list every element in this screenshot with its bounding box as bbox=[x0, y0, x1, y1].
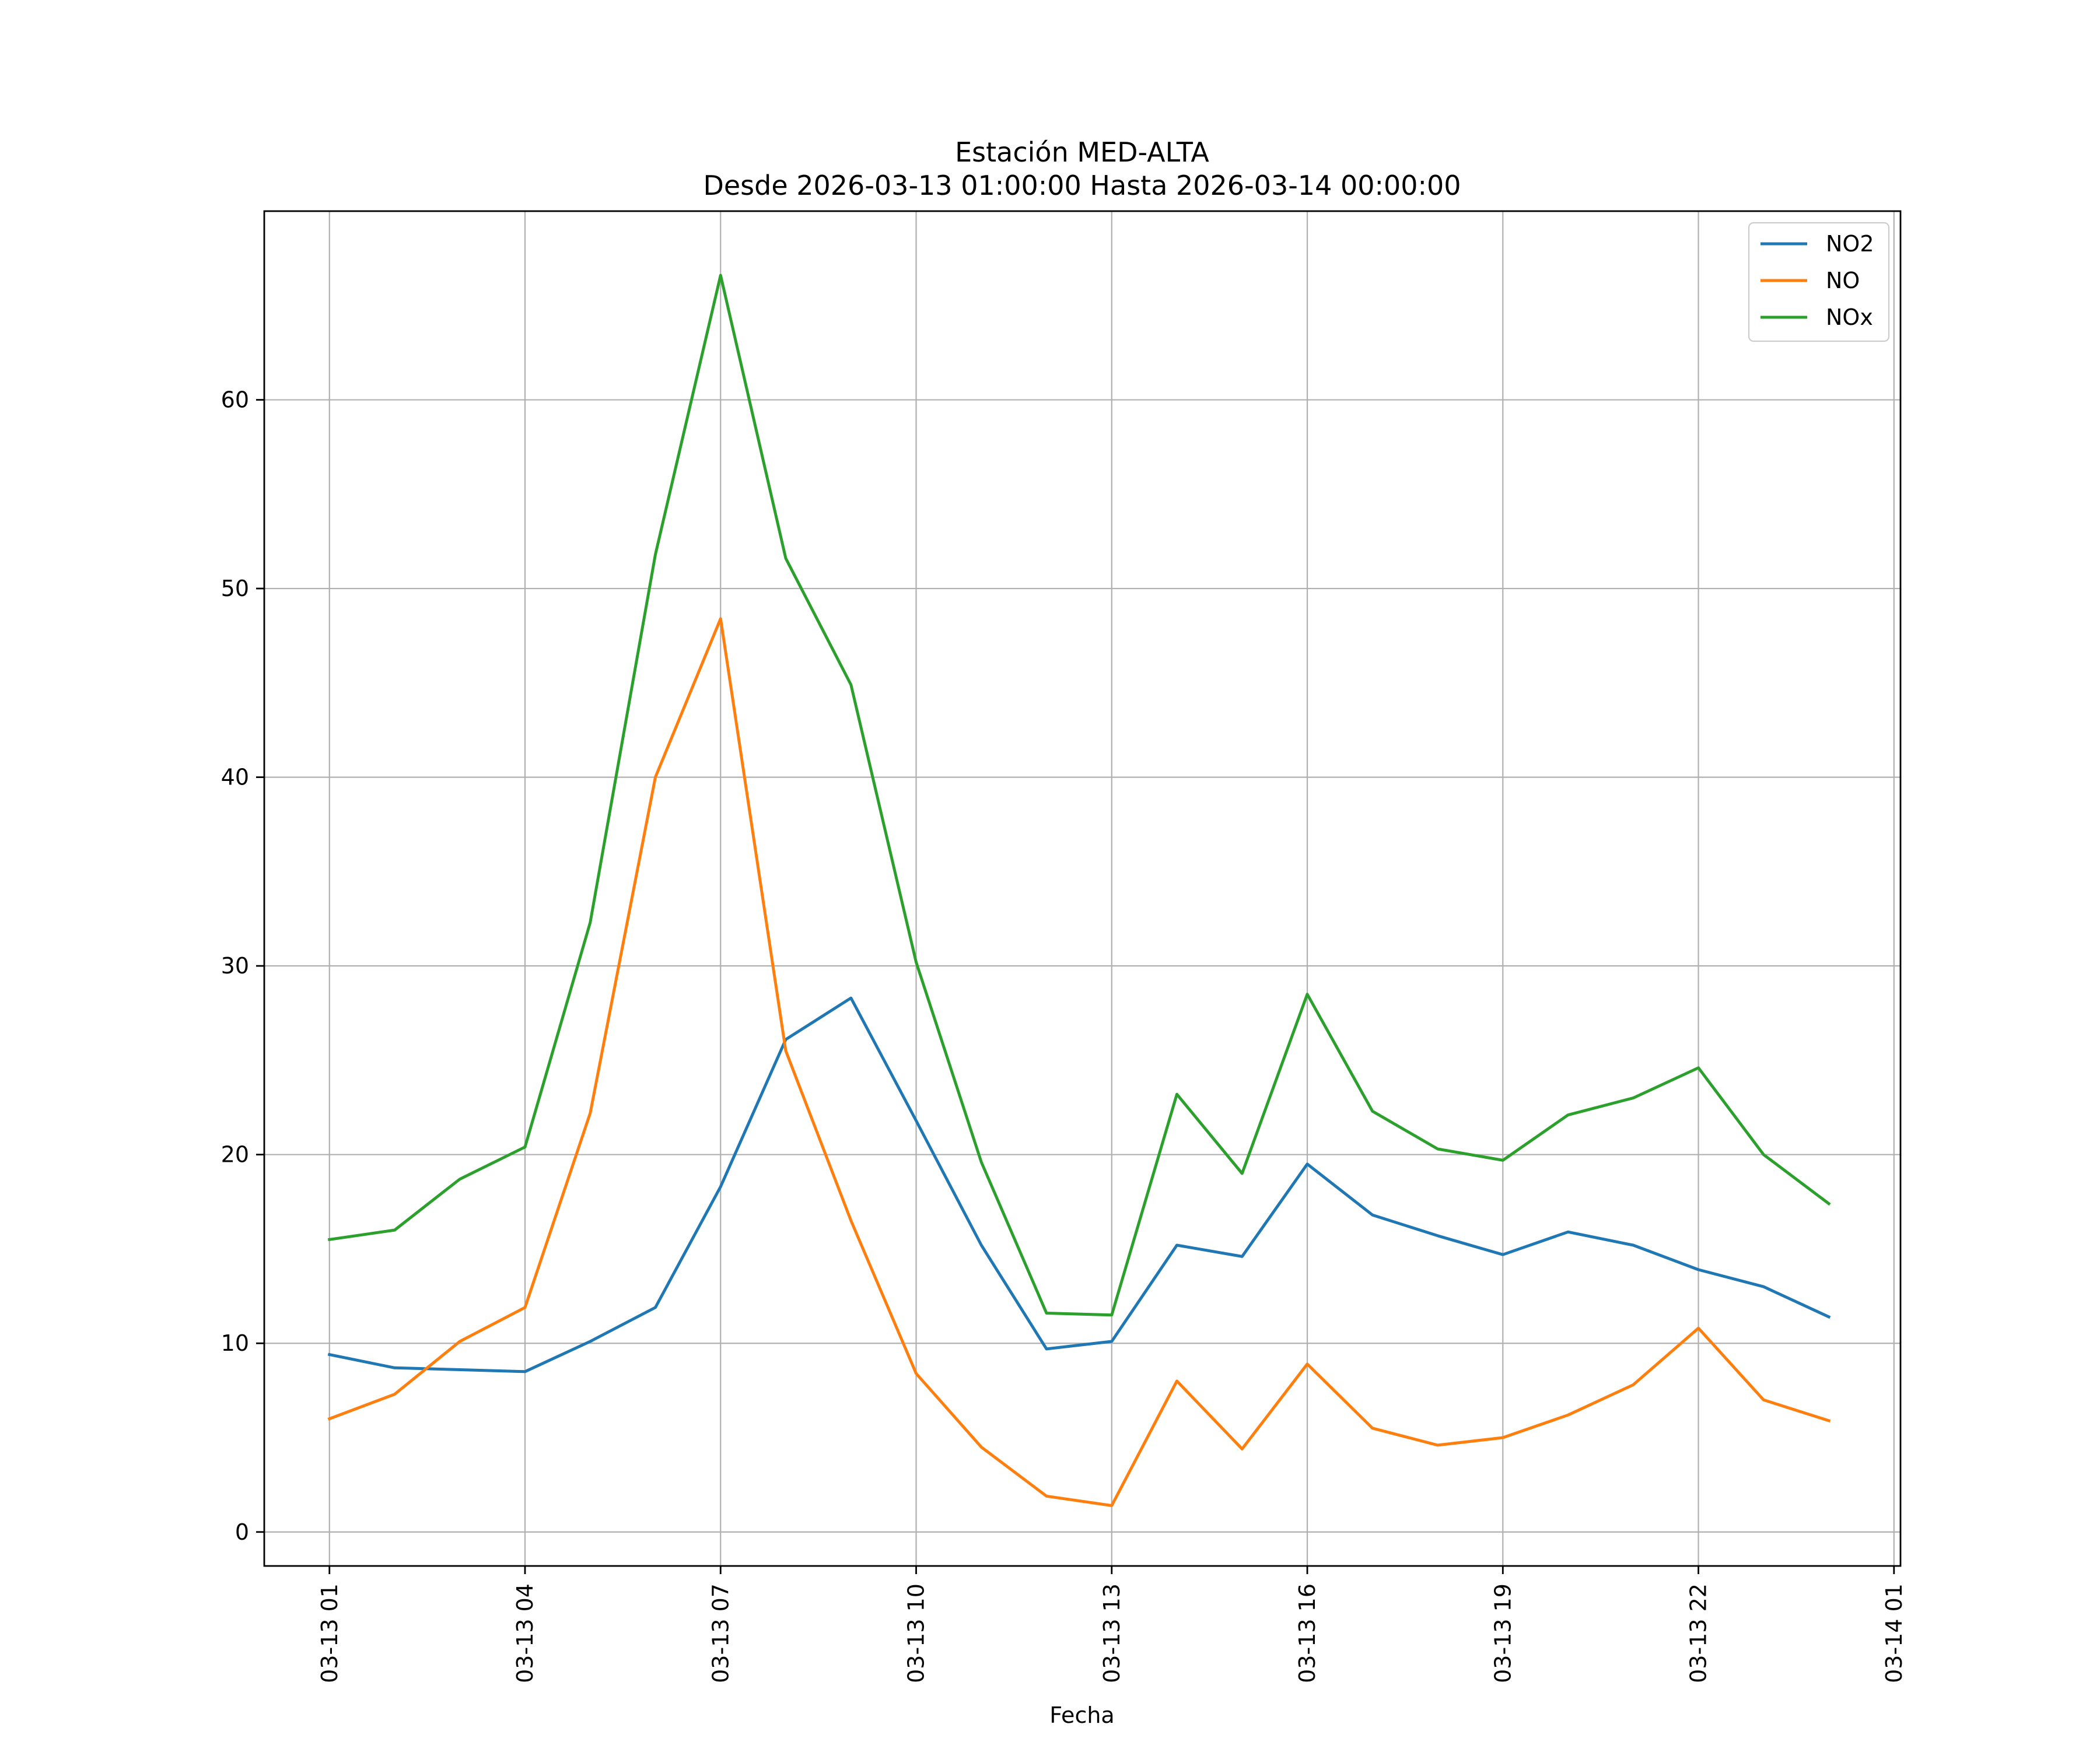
y-tick-label: 50 bbox=[221, 576, 249, 601]
chart-title: Estación MED-ALTA bbox=[955, 136, 1209, 168]
ticks: 03-13 01 03-13 04 03-13 07 03-13 10 03-13 13… bbox=[221, 387, 1907, 1683]
legend-label-no: NO bbox=[1826, 268, 1860, 293]
axes bbox=[263, 210, 1902, 1567]
x-tick-label: 03-13 22 bbox=[1686, 1583, 1712, 1683]
y-tick-label: 60 bbox=[221, 387, 249, 413]
y-tick-label: 40 bbox=[221, 765, 249, 790]
y-tick-label: 0 bbox=[235, 1519, 249, 1545]
y-tick-label: 20 bbox=[221, 1142, 249, 1168]
x-tick-label: 03-13 16 bbox=[1294, 1583, 1320, 1683]
series-lines bbox=[327, 274, 1831, 1507]
x-tick-label: 03-13 01 bbox=[317, 1583, 342, 1683]
grid bbox=[264, 211, 1901, 1566]
x-tick-label: 03-14 01 bbox=[1881, 1583, 1907, 1683]
y-tick-label: 10 bbox=[221, 1330, 249, 1356]
legend: NO2 NO NOx bbox=[1748, 222, 1890, 342]
x-tick-label: 03-13 07 bbox=[708, 1583, 733, 1683]
series-line-no2 bbox=[327, 996, 1831, 1373]
x-axis-label: Fecha bbox=[1049, 1702, 1114, 1728]
legend-box bbox=[1748, 222, 1890, 342]
x-tick-label: 03-13 13 bbox=[1099, 1583, 1125, 1683]
chart-subtitle: Desde 2026-03-13 01:00:00 Hasta 2026-03-… bbox=[703, 170, 1461, 201]
legend-label-no2: NO2 bbox=[1826, 231, 1874, 257]
x-tick-label: 03-13 04 bbox=[512, 1583, 538, 1683]
legend-label-nox: NOx bbox=[1826, 304, 1873, 330]
plot-frame bbox=[263, 210, 1902, 1567]
x-tick-label: 03-13 19 bbox=[1490, 1583, 1516, 1683]
y-tick-label: 30 bbox=[221, 953, 249, 979]
series-line-no bbox=[327, 617, 1831, 1507]
x-tick-label: 03-13 10 bbox=[904, 1583, 929, 1683]
series-line-nox bbox=[327, 274, 1831, 1317]
